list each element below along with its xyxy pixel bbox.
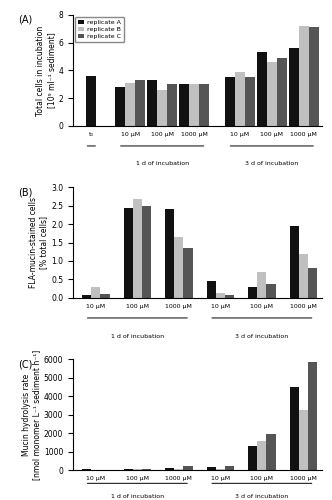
- Text: 1 d of incubation: 1 d of incubation: [111, 334, 164, 338]
- Bar: [183, 248, 193, 298]
- Text: (A): (A): [18, 15, 33, 25]
- Bar: [179, 84, 189, 126]
- Bar: [257, 442, 266, 470]
- Text: (B): (B): [18, 187, 33, 197]
- Bar: [86, 76, 96, 126]
- Bar: [167, 84, 177, 126]
- Bar: [299, 410, 308, 470]
- Bar: [157, 90, 167, 126]
- Text: (C): (C): [18, 359, 33, 369]
- Bar: [257, 52, 267, 126]
- Bar: [289, 48, 299, 126]
- Bar: [207, 468, 216, 470]
- Bar: [225, 78, 235, 126]
- Bar: [147, 80, 157, 126]
- Bar: [91, 287, 101, 298]
- Bar: [183, 466, 193, 470]
- Bar: [125, 83, 135, 126]
- Text: 3 d of incubation: 3 d of incubation: [235, 494, 289, 500]
- Bar: [290, 226, 299, 298]
- Bar: [267, 62, 277, 126]
- Text: 1 d of incubation: 1 d of incubation: [111, 494, 164, 500]
- Bar: [216, 293, 225, 298]
- Y-axis label: Mucin hydrolysis rate
[nmol monomer L⁻¹ sediment h⁻¹]: Mucin hydrolysis rate [nmol monomer L⁻¹ …: [22, 350, 41, 480]
- Bar: [309, 27, 319, 126]
- Bar: [135, 80, 145, 126]
- Bar: [101, 294, 110, 298]
- Bar: [189, 84, 199, 126]
- Bar: [216, 469, 225, 470]
- Bar: [290, 387, 299, 470]
- Bar: [115, 87, 125, 126]
- Bar: [165, 209, 174, 298]
- Bar: [248, 446, 257, 470]
- Bar: [142, 206, 151, 298]
- Bar: [245, 78, 255, 126]
- Bar: [207, 280, 216, 298]
- Bar: [299, 26, 309, 126]
- Text: 1 d of incubation: 1 d of incubation: [135, 162, 189, 166]
- Bar: [248, 287, 257, 298]
- Bar: [82, 295, 91, 298]
- Bar: [133, 469, 142, 470]
- Bar: [124, 469, 133, 470]
- Bar: [124, 208, 133, 298]
- Y-axis label: FLA-mucin-stained cells
[% total cells]: FLA-mucin-stained cells [% total cells]: [29, 197, 48, 288]
- Text: 3 d of incubation: 3 d of incubation: [235, 334, 289, 338]
- Legend: replicate A, replicate B, replicate C: replicate A, replicate B, replicate C: [75, 17, 124, 42]
- Bar: [266, 434, 276, 470]
- Bar: [235, 72, 245, 126]
- Bar: [308, 268, 317, 298]
- Bar: [142, 469, 151, 470]
- Bar: [199, 84, 209, 126]
- Bar: [225, 296, 234, 298]
- Bar: [225, 466, 234, 470]
- Bar: [174, 469, 183, 470]
- Bar: [257, 272, 266, 298]
- Bar: [266, 284, 276, 298]
- Bar: [165, 468, 174, 470]
- Bar: [133, 199, 142, 298]
- Bar: [308, 362, 317, 470]
- Bar: [299, 254, 308, 298]
- Text: 3 d of incubation: 3 d of incubation: [245, 162, 298, 166]
- Bar: [174, 237, 183, 298]
- Y-axis label: Total cells in incubation
[10⁹ ml⁻¹ sediment]: Total cells in incubation [10⁹ ml⁻¹ sedi…: [36, 26, 56, 116]
- Bar: [277, 58, 287, 126]
